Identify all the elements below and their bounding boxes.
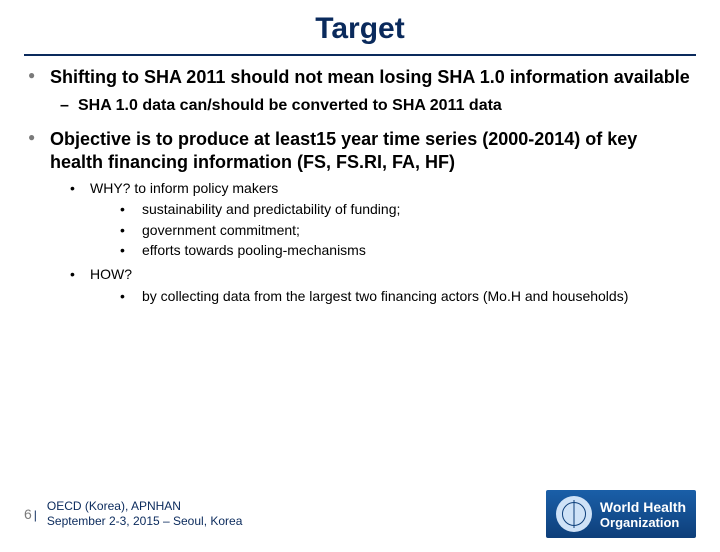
title-underline [24, 54, 696, 56]
bullet-2-text: Objective is to produce at least15 year … [50, 129, 637, 172]
page-number-sep: | [34, 508, 37, 522]
bullet-1-sub-1-text: SHA 1.0 data can/should be converted to … [78, 97, 502, 114]
page-number-value: 6 [24, 506, 32, 522]
page-number: 6| [24, 506, 37, 522]
slide-footer: 6| OECD (Korea), APNHAN September 2-3, 2… [24, 490, 696, 538]
why-item-2: government commitment; [120, 221, 692, 241]
slide-body: Shifting to SHA 2011 should not mean los… [0, 66, 720, 306]
bullet-1-text: Shifting to SHA 2011 should not mean los… [50, 67, 690, 87]
footer-line-2: September 2-3, 2015 – Seoul, Korea [47, 514, 242, 529]
footer-line-1: OECD (Korea), APNHAN [47, 499, 242, 514]
how-item-1: by collecting data from the largest two … [120, 287, 692, 307]
who-emblem-icon [556, 496, 592, 532]
how-label: HOW? [90, 266, 132, 282]
who-logo: World Health Organization [546, 490, 696, 538]
footer-text: OECD (Korea), APNHAN September 2-3, 2015… [47, 499, 242, 529]
why-item-3: efforts towards pooling-mechanisms [120, 241, 692, 261]
footer-left: 6| OECD (Korea), APNHAN September 2-3, 2… [24, 499, 242, 529]
who-logo-line-2: Organization [600, 515, 686, 530]
how-line: HOW? by collecting data from the largest… [70, 265, 692, 306]
why-line: WHY? to inform policy makers sustainabil… [70, 179, 692, 261]
bullet-1: Shifting to SHA 2011 should not mean los… [28, 66, 692, 118]
who-logo-line-1: World Health [600, 499, 686, 515]
who-logo-text: World Health Organization [600, 499, 686, 530]
bullet-2: Objective is to produce at least15 year … [28, 128, 692, 306]
why-item-1: sustainability and predictability of fun… [120, 200, 692, 220]
slide-title: Target [0, 12, 720, 46]
bullet-1-sub-1: SHA 1.0 data can/should be converted to … [60, 95, 692, 117]
why-label: WHY? to inform policy makers [90, 180, 278, 196]
